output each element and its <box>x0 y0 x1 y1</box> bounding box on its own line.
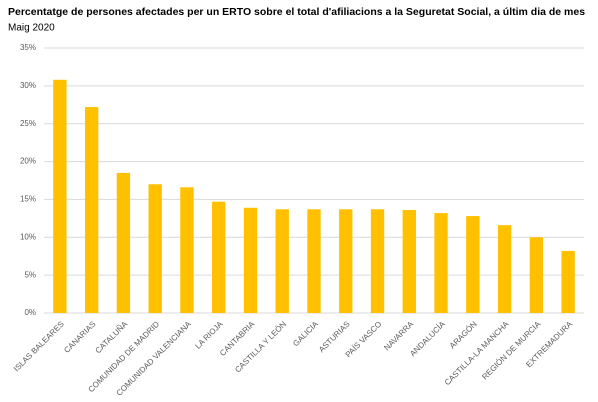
bar <box>497 225 512 313</box>
x-tick-label: ISLAS BALEARES <box>12 320 66 374</box>
y-tick-label: 5% <box>24 270 36 279</box>
bar <box>243 207 258 313</box>
chart-title: Percentatge de persones afectades per un… <box>8 6 585 18</box>
y-tick-label: 25% <box>20 119 36 128</box>
chart-subtitle: Maig 2020 <box>8 23 55 34</box>
y-tick-label: 30% <box>20 81 36 90</box>
y-tick-label: 20% <box>20 157 36 166</box>
x-tick-label: LA RIOJA <box>193 319 225 351</box>
bar <box>434 213 448 313</box>
bar <box>53 79 67 313</box>
bar <box>116 172 131 313</box>
bar <box>275 209 289 313</box>
bar <box>180 187 194 313</box>
bar <box>402 210 416 313</box>
bar <box>148 184 162 313</box>
bar <box>212 201 226 313</box>
x-tick-label: CASTILLA-LA MANCHA <box>443 319 511 387</box>
bar <box>307 209 321 313</box>
bar <box>370 209 385 313</box>
bar <box>84 107 99 313</box>
y-tick-label: 35% <box>20 43 36 52</box>
bar <box>339 209 353 313</box>
y-tick-label: 10% <box>20 232 36 241</box>
bar <box>561 250 575 313</box>
y-tick-label: 0% <box>24 308 36 317</box>
x-tick-label: NAVARRA <box>382 319 415 352</box>
bar <box>466 216 480 313</box>
bar <box>529 237 544 313</box>
y-tick-label: 15% <box>20 195 36 204</box>
x-tick-label: REGIÓN DE MURCIA <box>480 319 542 381</box>
x-tick-label: CANARIAS <box>62 320 97 355</box>
x-tick-label: ARAGÓN <box>448 319 479 350</box>
x-tick-label: GALICIA <box>291 319 320 348</box>
